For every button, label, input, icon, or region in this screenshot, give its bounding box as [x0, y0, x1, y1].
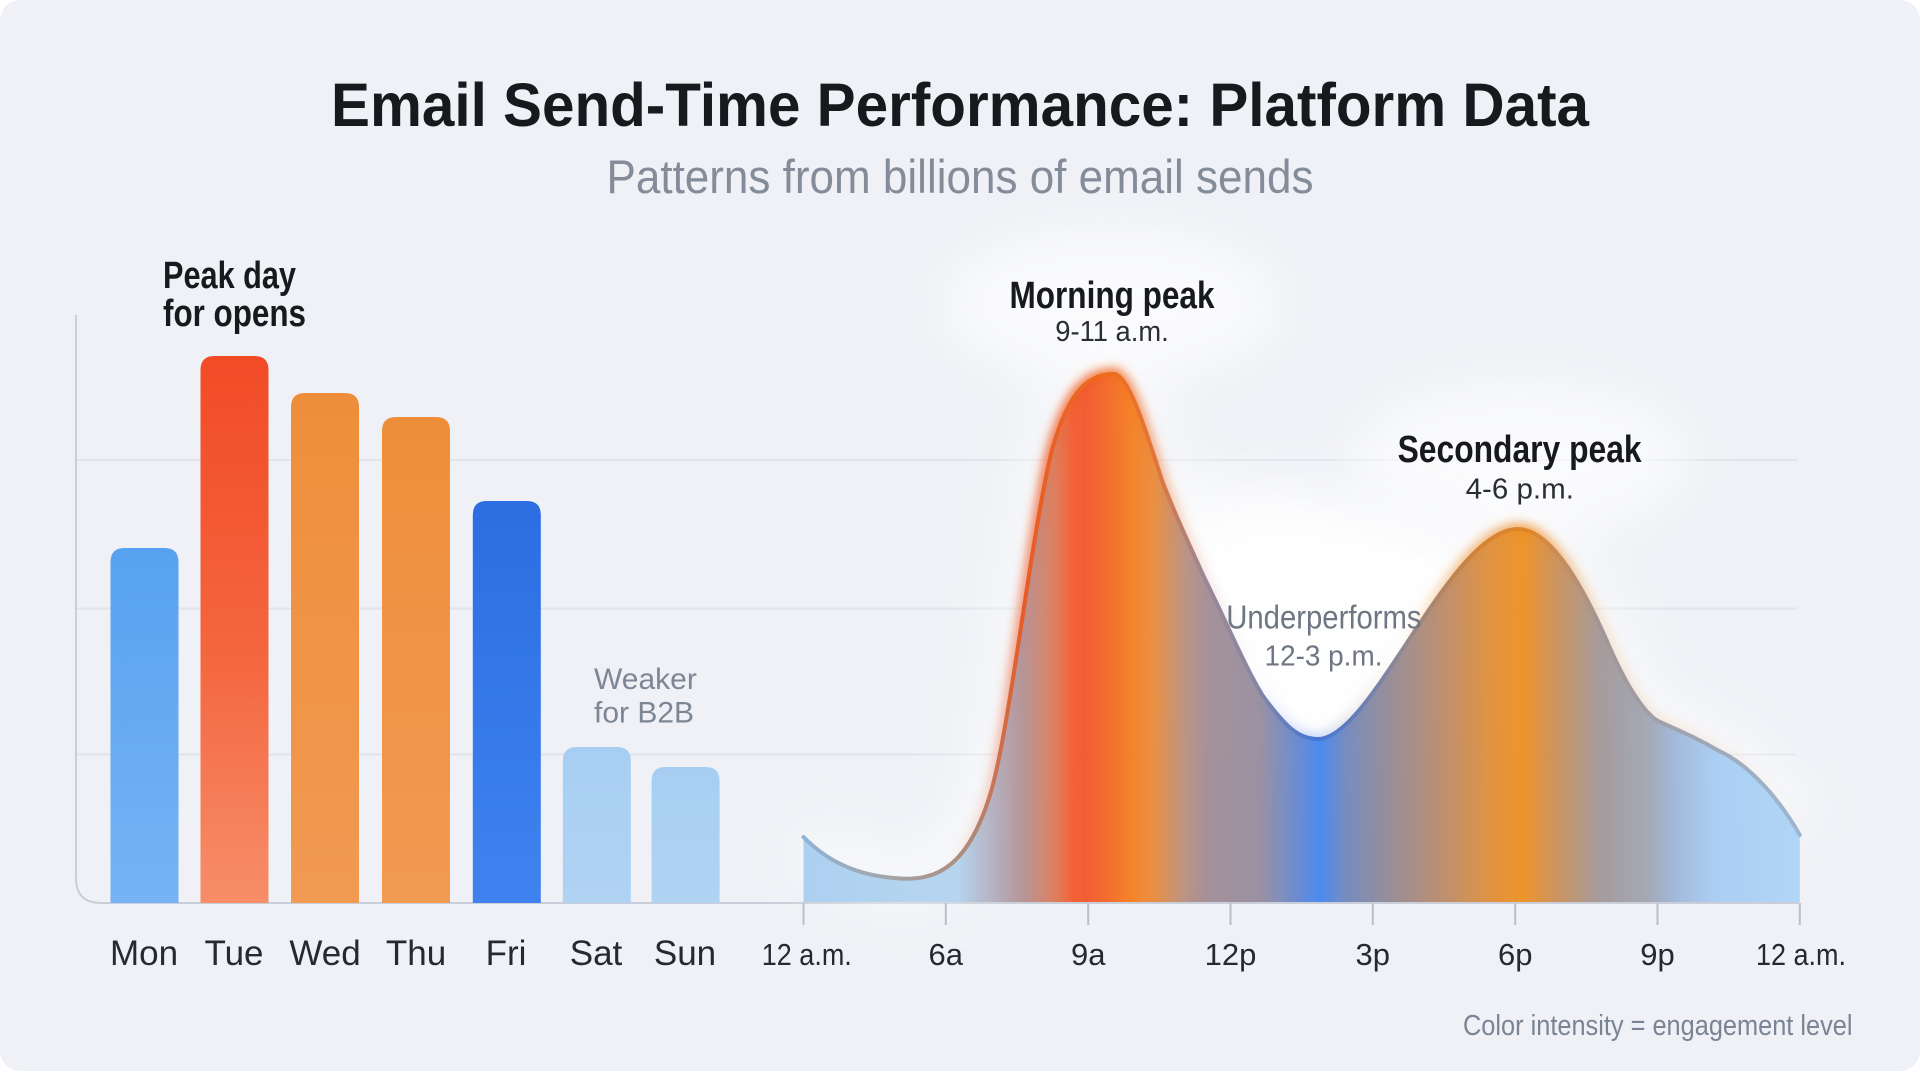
svg-text:9-11 a.m.: 9-11 a.m. [1055, 316, 1169, 348]
svg-text:Fri: Fri [486, 934, 527, 973]
svg-text:Email Send-Time Performance: P: Email Send-Time Performance: Platform Da… [331, 71, 1590, 139]
svg-text:6p: 6p [1498, 937, 1532, 972]
svg-text:9p: 9p [1640, 937, 1674, 972]
svg-text:Mon: Mon [110, 934, 178, 973]
svg-text:Sun: Sun [654, 934, 716, 973]
svg-text:Weaker: Weaker [594, 663, 697, 696]
svg-text:Tue: Tue [204, 934, 263, 973]
svg-text:12-3 p.m.: 12-3 p.m. [1265, 641, 1383, 673]
svg-text:Secondary peak: Secondary peak [1398, 429, 1643, 471]
svg-text:3p: 3p [1356, 937, 1390, 972]
svg-text:for B2B: for B2B [594, 696, 694, 729]
svg-text:Wed: Wed [289, 934, 360, 973]
svg-text:6a: 6a [929, 937, 964, 972]
svg-text:Sat: Sat [570, 934, 623, 973]
svg-text:Thu: Thu [386, 934, 446, 973]
svg-text:9a: 9a [1071, 937, 1106, 972]
svg-text:Morning peak: Morning peak [1010, 275, 1216, 317]
svg-text:4-6 p.m.: 4-6 p.m. [1466, 474, 1574, 506]
svg-text:Peak day: Peak day [163, 255, 296, 297]
svg-text:12 a.m.: 12 a.m. [1756, 937, 1846, 972]
svg-text:for opens: for opens [163, 293, 306, 335]
svg-text:Underperforms: Underperforms [1226, 598, 1421, 635]
svg-text:Color intensity = engagement l: Color intensity = engagement level [1463, 1010, 1853, 1042]
svg-text:12p: 12p [1205, 937, 1257, 972]
svg-text:Patterns from billions of emai: Patterns from billions of email sends [607, 150, 1314, 203]
svg-text:12 a.m.: 12 a.m. [762, 937, 852, 972]
